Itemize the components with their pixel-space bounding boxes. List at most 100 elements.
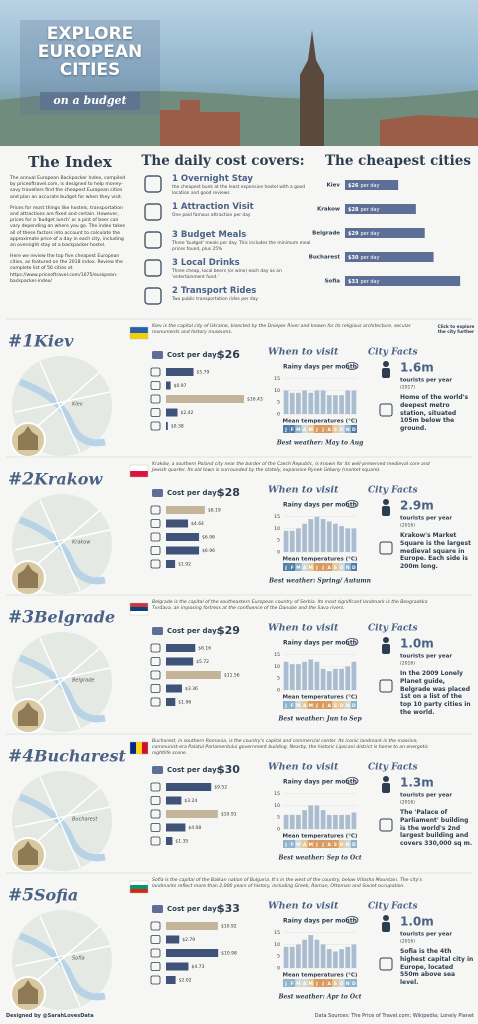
bar (320, 810, 326, 829)
cost-label: Cost per day: (167, 905, 220, 913)
footer-credit: Designed by @SarahLovesData (6, 1013, 94, 1019)
bar (320, 390, 326, 414)
value-label: $1.35 (175, 839, 188, 845)
bar (326, 395, 332, 414)
tourists-label: tourists per year (400, 793, 452, 799)
bar (345, 276, 461, 286)
bar (289, 530, 295, 552)
map-label: Krakow (72, 540, 91, 546)
bar (345, 946, 351, 968)
bar (345, 180, 399, 190)
x-tick-label: J (321, 842, 324, 848)
flag-border (129, 880, 149, 894)
when-title: When to visit (268, 623, 339, 634)
value-label: $6.96 (202, 535, 215, 541)
tourists-value: 2.9m (400, 499, 434, 513)
flag-stripe (130, 603, 148, 607)
value-label: $0.97 (174, 383, 187, 389)
bar (351, 390, 357, 414)
bar (166, 533, 200, 541)
index-paragraph: Prices for most things like hostels, tra… (10, 205, 126, 248)
temp-cell (326, 840, 333, 848)
temp-cell (338, 840, 345, 848)
y-tick-label: 0 (277, 412, 280, 418)
value-label: $28 per day (348, 207, 380, 213)
temp-cell (295, 701, 302, 709)
temp-cell (307, 979, 314, 987)
fact-icon (379, 679, 393, 693)
cost-icon (152, 351, 163, 359)
fact-icon (379, 403, 393, 417)
y-tick-label: 15 (274, 376, 280, 382)
cover-label: 1 Overnight Stay (172, 174, 253, 184)
x-tick-label: A (303, 703, 307, 709)
bar (283, 390, 289, 414)
temp-cell (344, 425, 351, 433)
x-tick-label: J (284, 703, 287, 709)
flag-stripe (130, 327, 148, 333)
bar (333, 814, 338, 829)
bar (345, 390, 351, 414)
temp-cell (320, 563, 327, 571)
y-tick-label: 5 (277, 538, 280, 544)
bar (314, 939, 320, 968)
x-tick-label: N (346, 703, 350, 709)
cost-value: $28 (217, 486, 240, 499)
bar (283, 946, 289, 968)
value-label: $1.92 (178, 562, 191, 568)
value-label: $8.19 (208, 508, 221, 514)
temp-cell (332, 701, 339, 709)
cost-icon (152, 766, 163, 774)
cover-label: 1 Attraction Visit (172, 202, 254, 212)
x-tick-label: S (334, 703, 337, 709)
bar (166, 698, 176, 706)
cloud-icon (345, 777, 359, 785)
city-fact: Sofia is the 4th highest capital city in… (400, 948, 474, 987)
tourist-icon-body (382, 506, 390, 516)
temp-cell (307, 701, 314, 709)
bar (302, 939, 307, 968)
unit-text: per day (360, 183, 379, 189)
bar (166, 408, 178, 417)
value-label: $5.79 (197, 370, 210, 376)
bar (166, 684, 182, 693)
bar (166, 810, 218, 818)
bar (289, 814, 295, 829)
bar (326, 814, 332, 829)
city-rank: #5 (8, 886, 34, 906)
cheapest-title: The cheapest cities (325, 153, 471, 169)
temp-cell (320, 979, 327, 987)
y-tick-label: 10 (274, 803, 280, 809)
value-label: $4.08 (188, 825, 201, 831)
bar (320, 668, 326, 690)
temp-cell (338, 701, 345, 709)
x-tick-label: M (309, 565, 314, 571)
city-name: Belgrade (33, 608, 115, 627)
cover-icon (144, 203, 162, 221)
x-tick-label: A (303, 427, 307, 433)
x-tick-label: N (346, 427, 350, 433)
x-tick-label: O (340, 565, 344, 571)
map-water (18, 378, 106, 447)
cost-icon (150, 782, 161, 792)
chart-title: Rainy days per month (283, 640, 357, 647)
temp-cell (289, 840, 296, 848)
temp-cell (307, 840, 314, 848)
value-label: $2.79 (182, 937, 195, 943)
best-weather: Best weather: Spring/ Autumn (268, 578, 371, 585)
landmark-shape (18, 426, 38, 450)
y-tick-label: 10 (274, 388, 280, 394)
temp-cell (301, 701, 308, 709)
tourist-icon-head (383, 361, 389, 367)
landmark-shape (18, 702, 38, 726)
value-label: $1.96 (178, 700, 191, 706)
bar (166, 837, 173, 845)
tourists-year: (2016) (400, 661, 415, 667)
temp-cell (326, 563, 333, 571)
temp-cell (283, 563, 290, 571)
index-title: The Index (28, 153, 112, 171)
temp-cell (295, 840, 302, 848)
value-label: $2.02 (179, 978, 192, 984)
temp-cell (289, 563, 296, 571)
